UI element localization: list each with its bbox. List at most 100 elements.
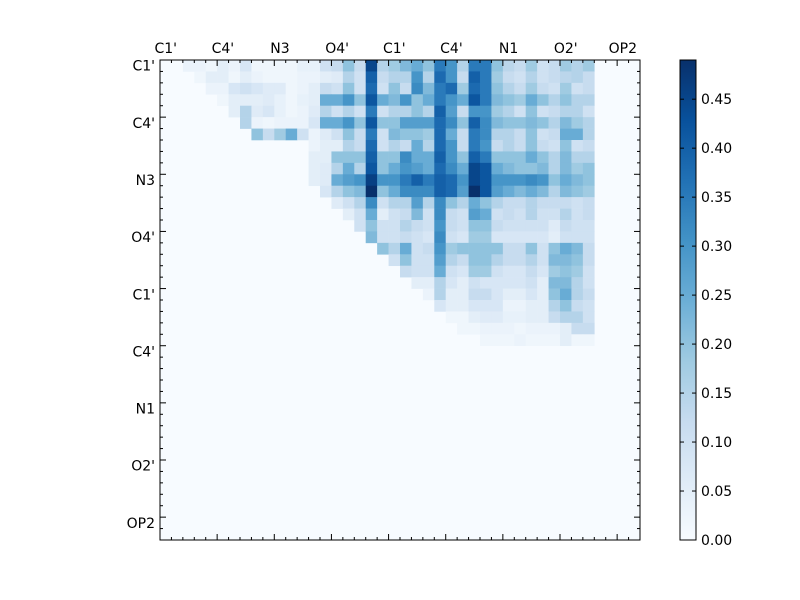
heatmap-cell bbox=[342, 197, 355, 209]
heatmap-cell bbox=[331, 71, 344, 84]
heatmap-cell bbox=[537, 220, 549, 232]
heatmap-cell bbox=[457, 220, 469, 232]
heatmap-cell bbox=[514, 197, 527, 209]
heatmap-cell bbox=[480, 82, 492, 95]
heatmap-cell bbox=[548, 265, 561, 278]
heatmap-cell bbox=[502, 71, 515, 84]
heatmap-cell bbox=[354, 94, 367, 107]
heatmap-cell bbox=[354, 208, 367, 221]
heatmap-cell bbox=[582, 105, 595, 118]
colorbar-tick-label: 0.00 bbox=[701, 533, 732, 549]
heatmap-cell bbox=[514, 311, 527, 324]
heatmap-cell bbox=[480, 105, 492, 118]
heatmap-cell bbox=[502, 254, 515, 267]
heatmap-cell bbox=[548, 322, 561, 335]
heatmap-cell bbox=[274, 94, 287, 107]
heatmap-cell bbox=[560, 60, 572, 72]
heatmap-cell bbox=[514, 334, 527, 347]
heatmap-cell bbox=[388, 220, 401, 232]
heatmap-cell bbox=[377, 162, 389, 175]
heatmap-cell bbox=[502, 300, 515, 312]
heatmap-cell bbox=[262, 82, 275, 95]
heatmap-cell bbox=[514, 265, 527, 278]
heatmap-cell bbox=[560, 300, 572, 312]
heatmap-cell bbox=[560, 82, 572, 95]
heatmap-cell bbox=[194, 71, 207, 84]
x-tick-label: O2' bbox=[554, 41, 578, 57]
heatmap-cell bbox=[468, 185, 481, 198]
heatmap-cell bbox=[582, 71, 595, 84]
heatmap-cell bbox=[502, 242, 515, 255]
heatmap-cell bbox=[480, 94, 492, 107]
heatmap-cell bbox=[582, 185, 595, 198]
heatmap-cell bbox=[491, 311, 504, 324]
heatmap-cell bbox=[480, 265, 492, 278]
heatmap-cell bbox=[548, 334, 561, 347]
heatmap-cell bbox=[400, 185, 412, 198]
colorbar: 0.00 0.05 0.10 0.15 0.20 0.25 0.30 0.35 0.40 0.45 bbox=[679, 59, 732, 549]
heatmap-cell bbox=[365, 82, 378, 95]
heatmap-cell bbox=[560, 151, 572, 164]
heatmap-cell bbox=[514, 288, 527, 301]
heatmap-cell bbox=[457, 185, 469, 198]
heatmap-cell bbox=[491, 105, 504, 118]
heatmap-cell bbox=[502, 220, 515, 232]
heatmap-cell bbox=[251, 105, 264, 118]
heatmap-cell bbox=[525, 71, 538, 84]
heatmap-cell bbox=[411, 208, 424, 221]
heatmap-cell bbox=[571, 60, 584, 72]
heatmap-cell bbox=[320, 174, 332, 187]
heatmap-cell bbox=[525, 140, 538, 152]
heatmap-cell bbox=[285, 105, 298, 118]
heatmap-cell bbox=[491, 220, 504, 232]
heatmap-cell bbox=[491, 60, 504, 72]
heatmap-cell bbox=[331, 185, 344, 198]
heatmap-cell bbox=[560, 117, 572, 129]
heatmap-cell bbox=[308, 94, 321, 107]
heatmap-cell bbox=[548, 300, 561, 312]
heatmap-cell bbox=[262, 105, 275, 118]
heatmap-cell bbox=[445, 311, 458, 324]
heatmap-cell bbox=[388, 151, 401, 164]
heatmap-cell bbox=[274, 105, 287, 118]
heatmap-cell bbox=[320, 105, 332, 118]
heatmap-cell bbox=[582, 220, 595, 232]
colorbar-tick-label: 0.40 bbox=[701, 141, 732, 157]
heatmap-cell bbox=[571, 151, 584, 164]
heatmap-cell bbox=[457, 71, 469, 84]
heatmap-cell bbox=[537, 265, 549, 278]
heatmap-cell bbox=[457, 60, 469, 72]
heatmap-cell bbox=[548, 128, 561, 141]
heatmap-cell bbox=[582, 128, 595, 141]
heatmap-cell bbox=[514, 60, 527, 72]
heatmap-cell bbox=[285, 117, 298, 129]
heatmap-cell bbox=[434, 242, 447, 255]
heatmap-cell bbox=[537, 288, 549, 301]
heatmap-cell bbox=[525, 288, 538, 301]
heatmap-cell bbox=[445, 60, 458, 72]
heatmap-cell bbox=[354, 71, 367, 84]
heatmap-cell bbox=[331, 128, 344, 141]
heatmap-cell bbox=[582, 140, 595, 152]
heatmap-cell bbox=[571, 220, 584, 232]
heatmap-cell bbox=[457, 288, 469, 301]
heatmap-cell bbox=[388, 242, 401, 255]
heatmap-cell bbox=[308, 60, 321, 72]
heatmap-cell bbox=[445, 288, 458, 301]
plot-frame bbox=[159, 59, 641, 541]
heatmap-cell bbox=[582, 162, 595, 175]
heatmap-cell bbox=[354, 162, 367, 175]
heatmap-cell bbox=[434, 71, 447, 84]
heatmap-cell bbox=[468, 174, 481, 187]
heatmap-cell bbox=[434, 94, 447, 107]
heatmap-cell bbox=[422, 128, 435, 141]
heatmap-cell bbox=[537, 140, 549, 152]
heatmap-cell bbox=[525, 174, 538, 187]
heatmap-cell bbox=[445, 94, 458, 107]
heatmap-cell bbox=[548, 254, 561, 267]
heatmap-cell bbox=[434, 220, 447, 232]
heatmap-cell bbox=[400, 128, 412, 141]
heatmap-cell bbox=[240, 117, 252, 129]
heatmap-cell bbox=[457, 151, 469, 164]
heatmap-cell bbox=[457, 231, 469, 244]
